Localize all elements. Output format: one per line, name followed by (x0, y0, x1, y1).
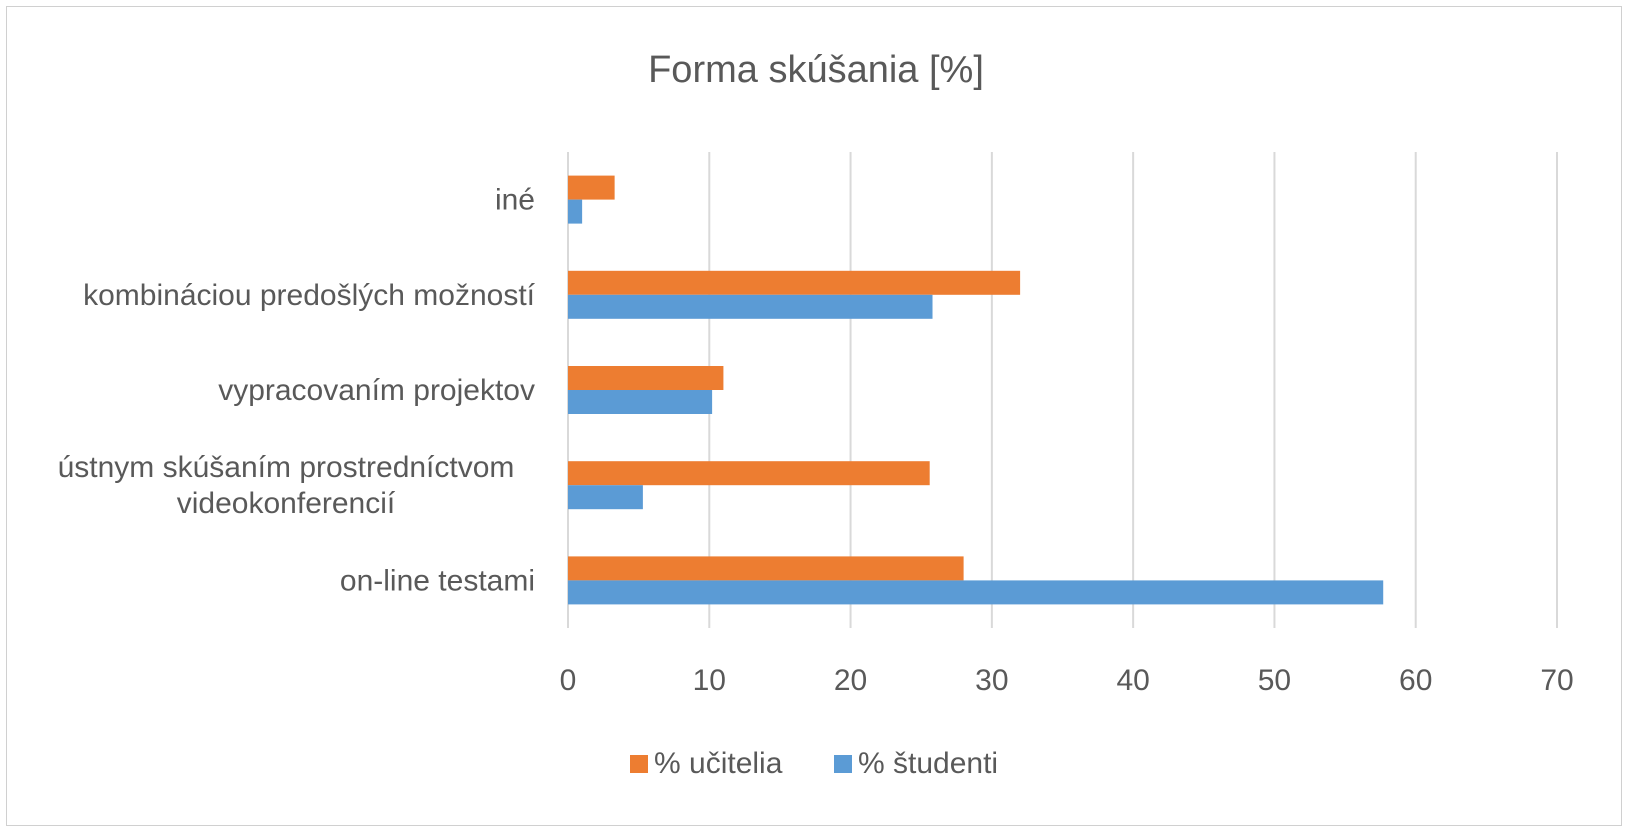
x-tick-label: 40 (1116, 664, 1149, 697)
bar-studenti (568, 390, 713, 414)
bar-ucitelia (568, 175, 615, 200)
x-tick-label: 70 (1540, 664, 1573, 697)
legend-swatch (834, 755, 852, 773)
category-label: ústnym skúšaním prostredníctvom (58, 451, 515, 484)
legend: % učitelia % študenti (630, 747, 998, 780)
x-tick-label: 0 (560, 664, 577, 697)
x-tick-label: 50 (1258, 664, 1291, 697)
legend-label: % učitelia (654, 747, 783, 780)
bar-ucitelia (568, 270, 1021, 295)
bar-ucitelia (568, 366, 724, 390)
x-tick-label: 60 (1399, 664, 1432, 697)
category-label: videokonferencií (177, 487, 396, 520)
category-label: vypracovaním projektov (218, 374, 535, 407)
legend-label: % študenti (858, 747, 998, 780)
x-tick-label: 30 (975, 664, 1008, 697)
category-label: iné (495, 184, 535, 217)
chart-frame (6, 6, 1622, 826)
chart-title: Forma skúšania [%] (648, 49, 984, 91)
bar-studenti (568, 199, 583, 224)
category-label: on-line testami (340, 564, 535, 597)
bars (568, 175, 1384, 605)
x-tick-label: 20 (834, 664, 867, 697)
category-labels: on-line testami ústnym skúšaním prostredn… (58, 184, 536, 598)
bar-ucitelia (568, 461, 930, 486)
legend-swatch (630, 755, 648, 773)
bar-studenti (568, 294, 933, 319)
bar-ucitelia (568, 556, 964, 581)
category-label: kombináciou predošlých možností (83, 279, 536, 312)
bar-studenti (568, 580, 1384, 605)
x-axis-ticks: 0 10 20 30 40 50 60 70 (560, 664, 1574, 697)
x-tick-label: 10 (693, 664, 726, 697)
bar-studenti (568, 485, 643, 510)
